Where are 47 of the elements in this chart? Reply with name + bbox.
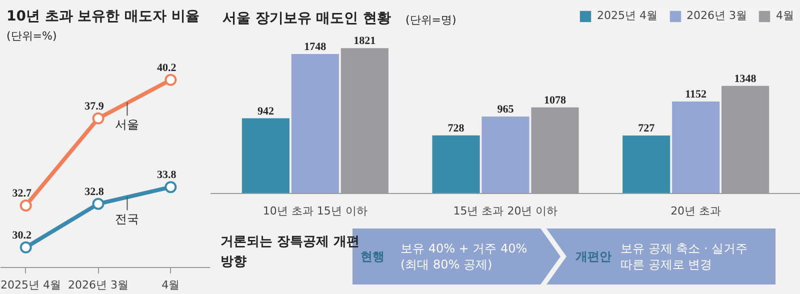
bar: [672, 102, 720, 194]
bar: [432, 135, 480, 194]
data-label: 40.2: [157, 62, 177, 74]
series-label: 전국: [115, 212, 140, 226]
legend-label: 4월: [776, 8, 795, 23]
data-label: 37.9: [84, 100, 104, 112]
data-label: 32.7: [12, 188, 32, 200]
bar: [291, 54, 339, 194]
data-label: 1078: [544, 94, 566, 106]
point: [20, 200, 32, 212]
data-label: 727: [638, 122, 656, 134]
text: 현행: [360, 250, 384, 264]
data-label: 1748: [304, 40, 327, 53]
point: [92, 112, 104, 124]
x-tick-label: 2025년 4월: [0, 278, 61, 292]
data-label: 965: [497, 103, 514, 116]
data-label: 1152: [685, 88, 708, 101]
data-label: 30.2: [12, 229, 32, 242]
text: 거론되는 장특공제 개편 방향: [220, 234, 360, 270]
point: [20, 241, 32, 254]
data-label: 1821: [354, 35, 376, 48]
point: [164, 181, 177, 194]
chart-title: 10년 초과 보유한 매도자 비율: [6, 8, 200, 24]
legend-label: 2026년 3월: [686, 8, 747, 23]
bar: [242, 118, 290, 194]
data-label: 728: [448, 122, 465, 134]
x-tick-label: 10년 초과 15년 이하: [262, 204, 368, 218]
chart-title: 서울 장기보유 매도인 현황: [222, 10, 392, 26]
text: 보유 40% + 거주 40% (최대 80% 공제): [400, 242, 528, 272]
x-tick-label: 2026년 3월: [68, 278, 129, 292]
point: [164, 74, 177, 86]
text: 보유 공제 축소 · 실거주 따른 공제로 변경: [620, 242, 748, 272]
chart-subtitle: (단위=명): [406, 14, 456, 26]
series-label: 서울: [115, 118, 140, 132]
x-tick-label: 4월: [162, 278, 180, 292]
x-tick-label: 15년 초과 20년 이하: [453, 204, 558, 218]
data-label: 942: [257, 105, 274, 118]
bar: [482, 116, 530, 194]
text: 개편안: [576, 250, 612, 264]
data-label: 1348: [734, 72, 757, 85]
data-label: 33.8: [157, 169, 177, 182]
bar: [622, 135, 670, 194]
data-label: 32.8: [84, 186, 104, 198]
legend-label: 2025년 4월: [597, 8, 658, 23]
chart-subtitle: (단위=%): [6, 30, 57, 42]
x-tick-label: 20년 초과: [670, 204, 722, 218]
point: [92, 198, 104, 210]
